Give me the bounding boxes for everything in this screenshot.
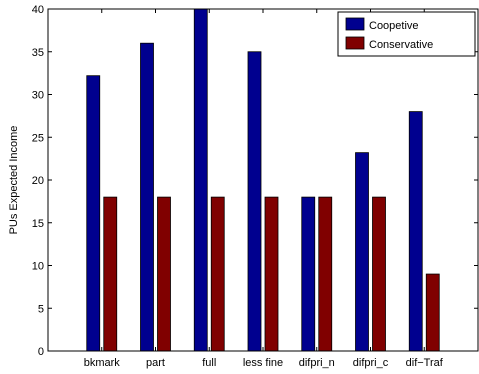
- y-tick-label: 0: [38, 346, 44, 358]
- legend-label-coopetive: Coopetive: [369, 20, 419, 32]
- ticks-layer: bkmark part full less fine difpri_n difpri_c d…: [32, 4, 478, 369]
- legend: Coopetive Conservative: [337, 11, 476, 57]
- y-tick-label: 10: [32, 261, 44, 273]
- bar-coopetive-1: [140, 42, 154, 352]
- bar-coopetive-4: [301, 196, 316, 352]
- bar-conservative-2: [210, 196, 225, 352]
- y-tick-label: 5: [38, 303, 44, 315]
- bar-conservative-1: [157, 196, 171, 352]
- bar-coopetive-5: [355, 152, 369, 352]
- x-tick-label: less fine: [243, 357, 283, 369]
- bar-conservative-3: [264, 196, 279, 352]
- bar-coopetive-0: [86, 75, 101, 352]
- bar-conservative-5: [372, 196, 386, 352]
- bar-conservative-0: [103, 196, 118, 352]
- legend-label-conservative: Conservative: [369, 39, 433, 51]
- x-tick-label: part: [146, 357, 165, 369]
- y-tick-label: 40: [32, 4, 44, 16]
- x-tick-label: dif−Traf: [406, 357, 444, 369]
- x-tick-label: difpri_n: [299, 357, 335, 369]
- x-tick-label: difpri_c: [353, 357, 389, 369]
- bar-conservative-4: [318, 196, 333, 352]
- y-tick-label: 35: [32, 47, 44, 59]
- y-tick-label: 30: [32, 90, 44, 102]
- bars-layer: [86, 8, 440, 352]
- bar-coopetive-3: [247, 51, 262, 352]
- y-axis-label: PUs Expected Income: [8, 126, 20, 235]
- x-tick-label: full: [202, 357, 216, 369]
- y-tick-label: 25: [32, 132, 44, 144]
- x-tick-label: bkmark: [84, 357, 121, 369]
- legend-swatch-coopetive: [345, 17, 365, 31]
- bar-conservative-6: [425, 273, 440, 352]
- bar-coopetive-6: [408, 111, 423, 352]
- y-tick-label: 15: [32, 218, 44, 230]
- bar-coopetive-2: [193, 8, 208, 352]
- legend-swatch-conservative: [345, 36, 365, 50]
- y-tick-label: 20: [32, 175, 44, 187]
